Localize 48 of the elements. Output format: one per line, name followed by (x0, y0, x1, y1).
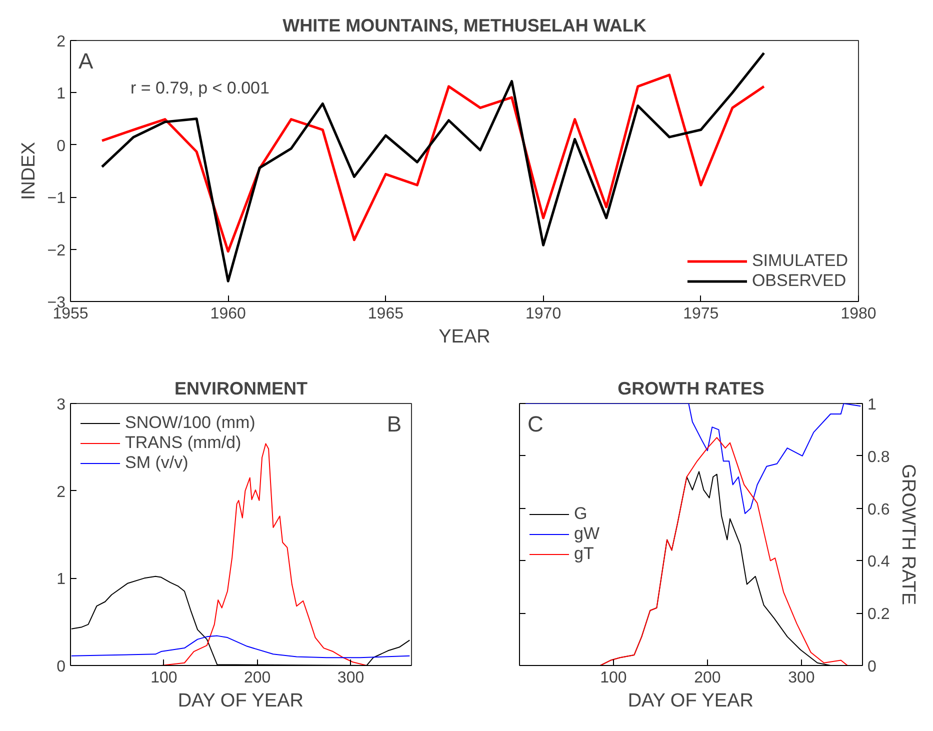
x-tick-label: 300 (788, 670, 815, 686)
legend-label: OBSERVED (752, 271, 846, 291)
y-tick-label: −1 (47, 190, 66, 208)
y-tick-label: 2 (56, 484, 66, 501)
x-tick-label: 200 (694, 670, 721, 686)
y-axis-title: INDEX (18, 142, 40, 200)
legend-label: G (574, 504, 588, 524)
annotation: C (528, 412, 544, 436)
y-tick-label: 1 (56, 86, 66, 103)
y2-tick-label: 0.8 (868, 448, 890, 466)
y2-tick-label: 0.6 (868, 501, 890, 518)
x-tick-label: 1975 (683, 306, 719, 322)
y2-axis-title: GROWTH RATE (898, 464, 919, 606)
x-axis-title: DAY OF YEAR (628, 690, 754, 712)
y-tick-label: 0 (56, 658, 66, 676)
legend-label: gT (574, 544, 594, 564)
legend-label: SNOW/100 (mm) (125, 413, 256, 433)
x-tick-label: 100 (150, 670, 178, 686)
line-series (70, 635, 410, 658)
y-tick-label: 0 (56, 138, 66, 155)
x-tick-label: 300 (337, 670, 364, 686)
y-tick-label: −2 (47, 242, 66, 260)
y2-tick-label: 1 (868, 396, 876, 414)
legend-label: SM (v/v) (125, 453, 188, 473)
legend-label: SIMULATED (752, 251, 848, 271)
legend-label: gW (574, 524, 600, 544)
x-tick-label: 1965 (368, 306, 404, 322)
y-tick-label: 1 (56, 571, 66, 588)
line-series (100, 74, 766, 253)
chart-title: GROWTH RATES (618, 378, 764, 398)
annotation: A (78, 48, 94, 74)
x-tick-label: 1980 (840, 306, 876, 322)
chart-title: WHITE MOUNTAINS, METHUSELAH WALK (282, 16, 646, 36)
x-axis-title: DAY OF YEAR (178, 690, 304, 712)
annotation: B (386, 412, 402, 436)
x-tick-label: 100 (600, 670, 627, 686)
y-tick-label: 3 (56, 396, 66, 414)
y-tick-label: 2 (56, 34, 66, 50)
y2-tick-label: 0 (868, 658, 876, 676)
y2-tick-label: 0.2 (868, 606, 890, 624)
legend-label: TRANS (mm/d) (125, 433, 242, 453)
x-tick-label: 200 (244, 670, 271, 686)
x-tick-label: 1960 (210, 306, 246, 322)
x-axis-title: YEAR (438, 326, 490, 348)
x-tick-label: 1970 (526, 306, 562, 322)
y2-tick-label: 0.4 (868, 554, 890, 571)
chart-title: ENVIRONMENT (174, 378, 308, 398)
annotation: r = 0.79, p < 0.001 (130, 78, 270, 98)
